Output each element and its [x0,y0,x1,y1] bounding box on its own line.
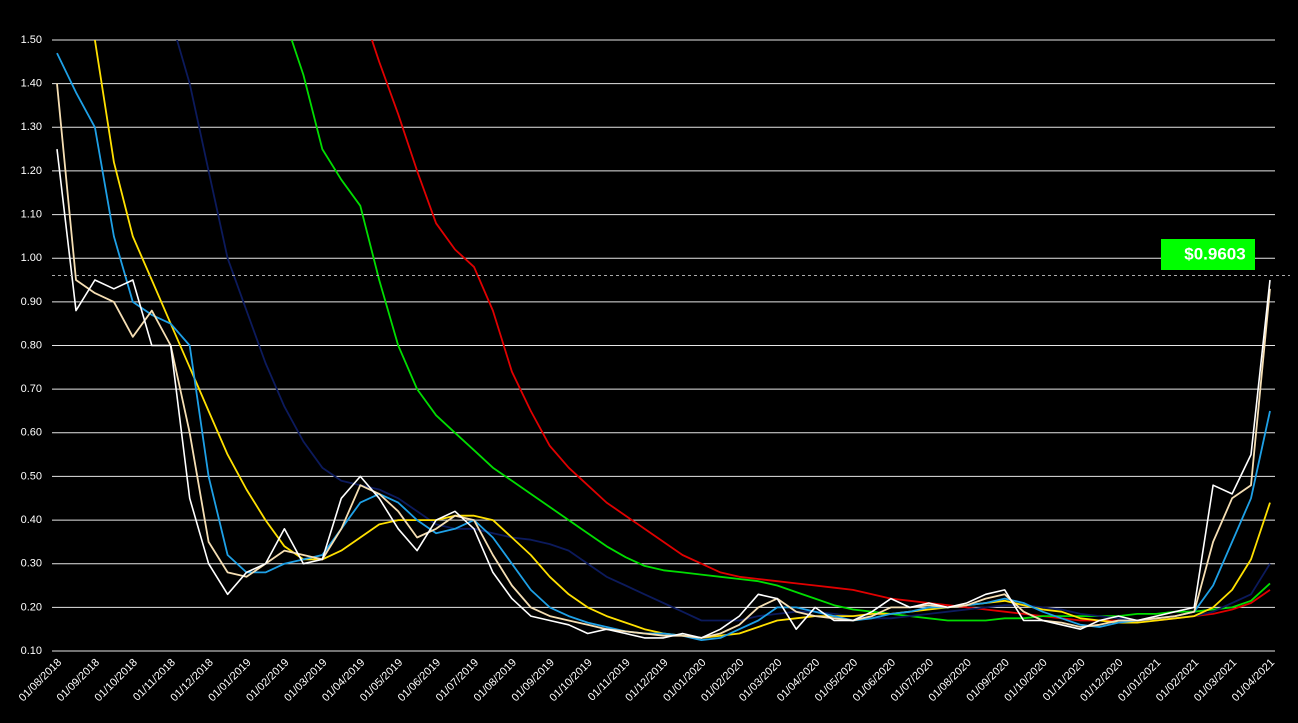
price-box [1161,239,1255,270]
y-tick-label: 1.50 [21,34,42,46]
series-line [370,40,1271,622]
series-line [56,83,1271,639]
y-tick-label: 0.50 [21,470,42,482]
y-tick-label: 0.30 [21,558,42,570]
y-tick-label: 1.20 [21,165,42,177]
y-tick-label: 1.10 [21,208,42,220]
series-line [290,40,1271,622]
y-tick-label: 0.60 [21,427,42,439]
y-tick-label: 0.70 [21,383,42,395]
series-line [56,149,1271,639]
lines [56,40,1271,641]
y-tick-label: 0.20 [21,601,42,613]
y-tick-label: 0.40 [21,514,42,526]
series-line [56,52,1271,641]
y-tick-label: 0.80 [21,339,42,351]
series-line [176,40,1271,622]
price-label: $0.9603 [1184,244,1245,263]
y-tick-label: 1.40 [21,78,42,90]
grid [52,39,1275,652]
labels: 0.10 0.20 0.30 0.40 0.50 0.60 0.70 0.80 0.90 1.00… [17,34,1290,704]
y-tick-label: 0.90 [21,296,42,308]
y-tick-label: 0.10 [21,645,42,657]
y-tick-label: 1.30 [21,121,42,133]
y-tick-label: 1.00 [21,252,42,264]
